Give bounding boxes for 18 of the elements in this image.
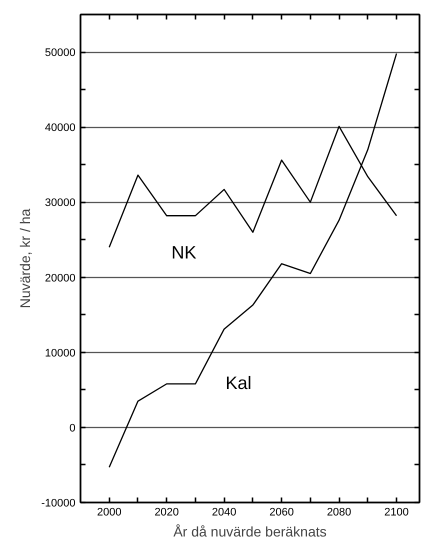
y-tick-label: 50000 — [44, 47, 76, 60]
y-tick-label: 0 — [69, 422, 76, 434]
x-axis-title: År då nuvärde beräknats — [173, 524, 327, 540]
x-tick-label: 2020 — [154, 506, 179, 518]
line-series — [108, 52, 398, 468]
y-tick-label: 20000 — [44, 272, 76, 284]
x-tick-label: 2060 — [269, 506, 294, 518]
series-label: NK — [171, 242, 196, 262]
y-tick-label: 30000 — [44, 197, 76, 210]
y-axis-title: Nuvärde, kr / ha — [17, 208, 34, 308]
y-tick-label: -10000 — [41, 498, 76, 510]
y-tick-label: 10000 — [44, 347, 76, 360]
x-tick-label: 2040 — [212, 506, 236, 518]
x-tick-label: 2100 — [384, 506, 409, 518]
x-tick-label: 2080 — [326, 506, 352, 518]
x-tick-label: 2000 — [96, 506, 122, 518]
series-label: Kal — [226, 372, 252, 393]
y-tick-label: 40000 — [44, 122, 76, 134]
